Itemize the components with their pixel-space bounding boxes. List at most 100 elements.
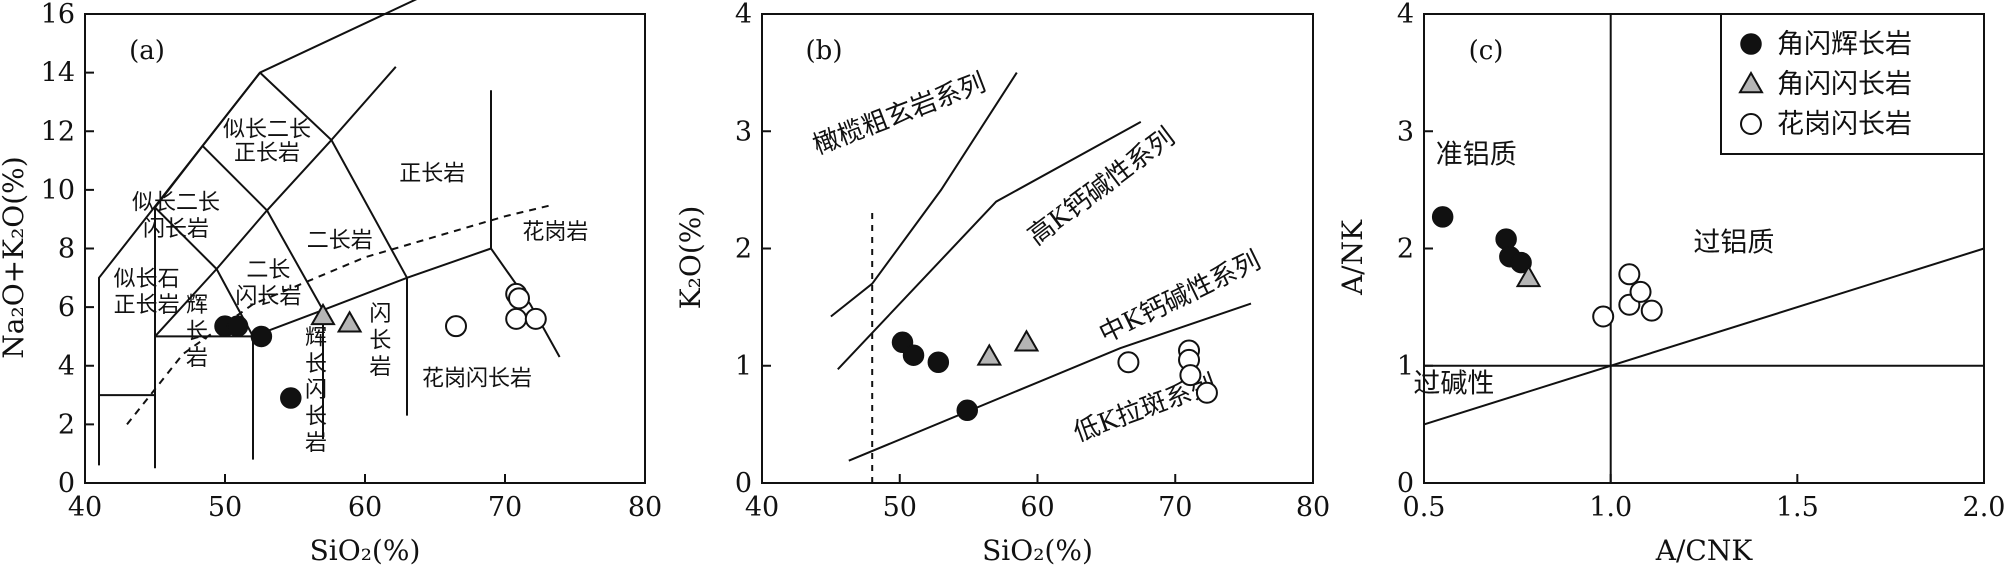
- field-boundary: [330, 66, 397, 141]
- gabbro-point: [956, 399, 978, 422]
- granodiorite-point: [505, 307, 528, 330]
- x-tick-label: 60: [348, 492, 382, 523]
- legend-box: [1720, 13, 1985, 155]
- field-label: 似长石: [114, 267, 180, 292]
- field-label: 长: [305, 352, 327, 377]
- series-label: 橄榄粗玄岩系列: [809, 68, 990, 161]
- x-tick-label: 80: [628, 492, 662, 523]
- y-tick-label: 1: [735, 351, 752, 382]
- y-tick-label: 4: [58, 351, 75, 382]
- granodiorite-point: [1640, 299, 1663, 322]
- field-label: 似长二长: [132, 191, 220, 216]
- y-tick-label: 8: [58, 234, 75, 265]
- region-label: 过碱性: [1413, 368, 1494, 399]
- y-tick-label: 16: [41, 0, 75, 30]
- legend-marker-open-triangle: [1738, 70, 1764, 94]
- granodiorite-point: [1179, 364, 1202, 387]
- gabbro-point: [902, 344, 925, 366]
- x-tick-label: 2.0: [1963, 492, 2006, 523]
- y-tick-label: 0: [735, 468, 752, 499]
- gabbro-point: [1495, 228, 1517, 250]
- field-label: 岩: [369, 355, 391, 380]
- gabbro-point: [280, 387, 302, 409]
- x-tick-label: 60: [1020, 492, 1054, 523]
- field-boundary: [490, 90, 561, 358]
- region-label: 准铝质: [1436, 140, 1517, 171]
- field-label: 岩: [305, 431, 327, 456]
- field-label: 岩: [186, 346, 208, 371]
- diorite-point: [976, 343, 1003, 366]
- x-tick-label: 1.0: [1589, 492, 1632, 523]
- field-label: 似长二长: [223, 117, 311, 142]
- y-tick-label: 4: [1397, 0, 1414, 30]
- series-boundary: [848, 302, 1252, 462]
- y-tick-label: 1: [1397, 351, 1414, 382]
- x-tick-label: 1.5: [1776, 492, 1819, 523]
- field-label: 闪: [305, 378, 327, 403]
- series-boundary: [837, 121, 1142, 370]
- y-tick-label: 12: [41, 116, 75, 147]
- y-axis-label: Na₂O+K₂O(%): [0, 156, 30, 358]
- field-boundary: [154, 206, 218, 270]
- diorite-point: [1013, 329, 1040, 352]
- granodiorite-point: [508, 287, 530, 310]
- x-axis-label: SiO₂(%): [310, 534, 421, 567]
- gabbro-point: [1431, 206, 1454, 228]
- field-label: 二长岩: [307, 229, 373, 254]
- x-tick-label: 80: [1296, 492, 1330, 523]
- field-label: 二长: [246, 258, 290, 283]
- field-boundary: [154, 71, 261, 469]
- series-boundary: [830, 72, 1018, 318]
- gabbro-point: [927, 351, 950, 373]
- x-axis-label: SiO₂(%): [982, 534, 1093, 567]
- panel-label: (a): [129, 36, 165, 66]
- x-tick-label: 50: [883, 492, 917, 523]
- field-label: 辉: [186, 293, 208, 318]
- field-boundary: [330, 139, 408, 279]
- x-tick-label: 70: [1158, 492, 1192, 523]
- field-label: 正长岩: [399, 161, 465, 186]
- panel-b-k2o: 40 50 60 70 80 0 1 2 3 4 SiO₂(%) K₂O(%) (b)橄榄粗玄岩系列高K…: [674, 0, 1330, 567]
- x-tick-label: 40: [745, 492, 779, 523]
- y-tick-label: 14: [41, 58, 75, 89]
- granodiorite-point: [1629, 280, 1652, 303]
- y-tick-label: 2: [735, 234, 752, 265]
- reference-line: [1423, 247, 1985, 426]
- diorite-point: [310, 302, 336, 326]
- granodiorite-point: [524, 307, 547, 330]
- legend-label: 花岗闪长岩: [1777, 109, 1912, 140]
- granodiorite-point: [1117, 351, 1140, 374]
- y-axis-label: A/NK: [1336, 219, 1369, 296]
- series-label: 中K钙碱性系列: [1095, 246, 1266, 350]
- granodiorite-point: [1592, 305, 1615, 328]
- x-tick-label: 70: [488, 492, 522, 523]
- field-label: 花岗岩: [522, 220, 588, 245]
- x-tick-label: 40: [68, 492, 102, 523]
- field-label: 长: [369, 328, 391, 353]
- field-boundary: [266, 209, 324, 311]
- field-label: 闪长岩: [143, 217, 209, 242]
- legend-label: 角闪闪长岩: [1777, 69, 1912, 100]
- x-tick-label: 0.5: [1403, 492, 1446, 523]
- diorite-point: [1515, 264, 1542, 288]
- granodiorite-point: [1618, 263, 1641, 286]
- field-boundary: [201, 145, 268, 212]
- series-label: 高K钙碱性系列: [1022, 122, 1180, 252]
- region-label: 过铝质: [1693, 228, 1774, 259]
- y-tick-label: 3: [1397, 116, 1414, 147]
- y-tick-label: 2: [1397, 234, 1414, 265]
- granodiorite-point: [1195, 381, 1218, 404]
- y-tick-label: 0: [1397, 468, 1414, 499]
- field-label: 正长岩: [114, 293, 180, 318]
- panel-label: (b): [806, 36, 843, 66]
- gabbro-point: [250, 325, 273, 348]
- y-axis-label: K₂O(%): [674, 206, 707, 310]
- gabbro-point: [226, 315, 249, 337]
- y-tick-label: 4: [735, 0, 752, 30]
- diorite-point: [336, 310, 363, 333]
- panel-label: (c): [1469, 36, 1504, 66]
- field-label: 正长岩: [234, 141, 300, 166]
- field-label: 长: [305, 405, 327, 430]
